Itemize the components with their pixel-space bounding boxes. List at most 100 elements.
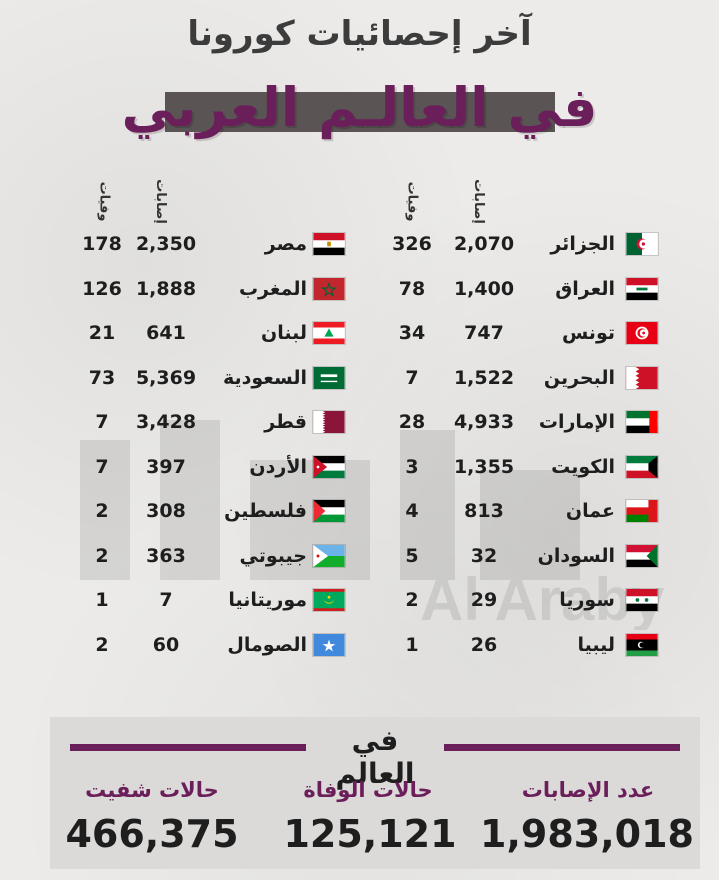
country-name: الصومال: [227, 633, 307, 656]
table-row: 178 2,350 مصر: [0, 222, 719, 266]
country-name: موريتانيا: [228, 589, 307, 611]
country-cases: 397: [146, 455, 186, 478]
country-cases: 2,350: [135, 233, 197, 255]
country-cases: 1,400: [453, 277, 515, 300]
country-name: ليبيا: [577, 633, 615, 656]
country-cases: 3,428: [135, 411, 197, 433]
saudi-flag: [312, 365, 346, 390]
morocco-flag: [312, 276, 346, 301]
country-cases: 747: [464, 322, 504, 344]
djibouti-flag: [312, 543, 346, 568]
country-deaths: 2: [95, 633, 109, 656]
table-row: 34 747 تونس: [0, 311, 719, 355]
table-row: 2 60 الصومال: [0, 623, 719, 667]
country-name: الإمارات: [538, 411, 615, 433]
world-divider-right: [444, 744, 680, 751]
country-deaths: 78: [398, 277, 426, 300]
country-cases: 4,933: [453, 411, 515, 433]
country-deaths: 2: [95, 544, 109, 567]
sudan-flag: [625, 543, 659, 568]
country-cases: 26: [470, 633, 498, 656]
country-name: الجزائر: [550, 233, 615, 255]
world-cases-label: عدد الإصابات: [521, 778, 655, 802]
world-cases-value: 1,983,018: [480, 812, 694, 856]
country-name: البحرين: [543, 366, 615, 389]
jordan-flag: [312, 454, 346, 479]
country-deaths: 28: [398, 411, 426, 433]
country-name: المغرب: [238, 277, 307, 300]
table-row: 2 308 فلسطين: [0, 489, 719, 533]
country-deaths: 126: [82, 277, 122, 300]
lebanon-flag: [312, 321, 346, 345]
country-cases: 363: [146, 544, 186, 567]
country-name: فلسطين: [224, 500, 307, 522]
country-deaths: 178: [82, 233, 122, 255]
right-deaths-header: وفيات: [404, 181, 420, 221]
table-row: 1 26 ليبيا: [0, 623, 719, 667]
country-deaths: 2: [405, 589, 419, 611]
table-row: 7 1,522 البحرين: [0, 356, 719, 400]
palestine-flag: [312, 499, 346, 523]
country-cases: 1,888: [135, 277, 197, 300]
egypt-flag: [312, 232, 346, 256]
country-deaths: 4: [405, 500, 419, 522]
table-row: 2 29 سوريا: [0, 578, 719, 622]
country-name: تونس: [561, 322, 615, 344]
algeria-flag: [625, 232, 659, 256]
oman-flag: [625, 499, 659, 523]
qatar-flag: [312, 410, 346, 434]
country-name: قطر: [264, 411, 307, 433]
country-cases: 641: [146, 322, 186, 344]
country-deaths: 5: [405, 544, 419, 567]
country-deaths: 7: [95, 455, 109, 478]
country-deaths: 3: [405, 455, 419, 478]
country-cases: 2,070: [453, 233, 515, 255]
country-name: السعودية: [222, 366, 307, 389]
uae-flag: [625, 410, 659, 434]
bahrain-flag: [625, 365, 659, 390]
country-name: مصر: [264, 233, 307, 255]
table-row: 4 813 عمان: [0, 489, 719, 533]
table-row: 28 4,933 الإمارات: [0, 400, 719, 444]
world-stats-panel: [50, 717, 700, 869]
table-row: 21 641 لبنان: [0, 311, 719, 355]
country-deaths: 21: [88, 322, 116, 344]
country-deaths: 1: [95, 589, 109, 611]
world-recovered-value: 466,375: [65, 812, 239, 856]
country-deaths: 7: [95, 411, 109, 433]
country-deaths: 326: [392, 233, 432, 255]
world-deaths-value: 125,121: [283, 812, 457, 856]
country-deaths: 2: [95, 500, 109, 522]
country-name: جيبوتي: [239, 544, 307, 567]
country-name: لبنان: [261, 322, 307, 344]
kuwait-flag: [625, 454, 659, 479]
country-deaths: 73: [88, 366, 116, 389]
table-row: 7 397 الأردن: [0, 445, 719, 489]
country-cases: 813: [464, 500, 504, 522]
table-row: 7 3,428 قطر: [0, 400, 719, 444]
table-row: 126 1,888 المغرب: [0, 267, 719, 311]
page-title-line2: في العالـم العربي: [121, 76, 598, 139]
country-cases: 1,522: [453, 366, 515, 389]
country-name: العراق: [555, 277, 615, 300]
country-cases: 32: [470, 544, 498, 567]
table-row: 1 7 موريتانيا: [0, 578, 719, 622]
country-cases: 29: [470, 589, 498, 611]
country-name: الأردن: [249, 455, 307, 478]
syria-flag: [625, 588, 659, 612]
left-cases-header: إصابات: [152, 178, 168, 224]
table-row: 73 5,369 السعودية: [0, 356, 719, 400]
world-section-title: في العالم: [335, 724, 415, 790]
country-cases: 60: [152, 633, 180, 656]
country-cases: 5,369: [135, 366, 197, 389]
table-row: 5 32 السودان: [0, 534, 719, 578]
country-deaths: 34: [398, 322, 426, 344]
libya-flag: [625, 632, 659, 657]
table-row: 2 363 جيبوتي: [0, 534, 719, 578]
country-cases: 7: [159, 589, 173, 611]
country-name: الكويت: [551, 455, 615, 478]
somalia-flag: [312, 632, 346, 657]
world-recovered-label: حالات شفيت: [85, 778, 219, 802]
country-deaths: 7: [405, 366, 419, 389]
iraq-flag: [625, 276, 659, 301]
